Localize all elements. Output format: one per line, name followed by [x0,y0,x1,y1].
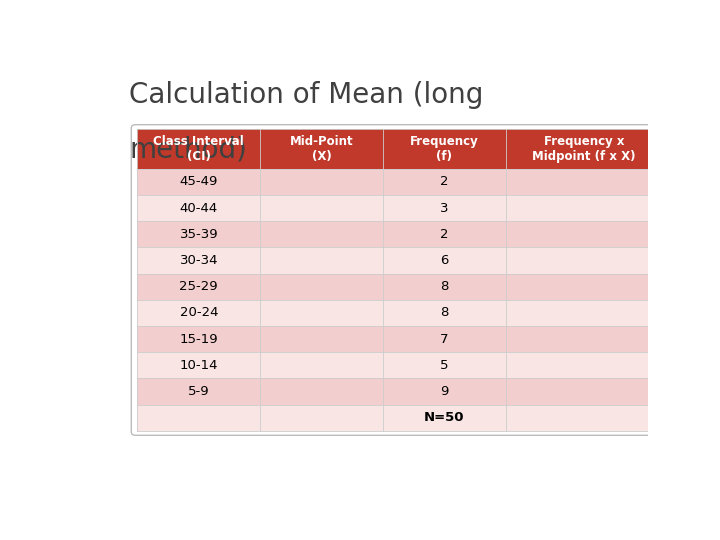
Bar [260,326,383,352]
Text: 15-19: 15-19 [179,333,218,346]
Bar [260,352,383,379]
Bar [260,300,383,326]
Bar [138,300,260,326]
Bar [138,404,260,431]
Bar [138,247,260,274]
Bar [505,221,662,247]
Text: Class Interval
(CI): Class Interval (CI) [153,135,244,163]
Bar [505,274,662,300]
Bar [383,379,505,404]
Text: 8: 8 [440,280,449,293]
Bar [138,129,260,168]
Text: 9: 9 [440,385,449,398]
Bar [383,168,505,195]
Text: Calculation of Mean (long: Calculation of Mean (long [129,82,483,110]
Bar [505,404,662,431]
Text: method): method) [129,136,247,164]
Text: 2: 2 [440,228,449,241]
Bar [505,379,662,404]
Bar [383,195,505,221]
Bar [138,221,260,247]
Bar [138,326,260,352]
Text: 35-39: 35-39 [179,228,218,241]
Text: 20-24: 20-24 [179,306,218,319]
Text: 3: 3 [440,201,449,214]
Bar [260,195,383,221]
Bar [260,247,383,274]
Bar [383,247,505,274]
Bar [260,168,383,195]
Bar [260,274,383,300]
Bar [138,379,260,404]
Bar [505,129,662,168]
Bar [505,247,662,274]
Text: Mid-Point
(X): Mid-Point (X) [289,135,354,163]
Text: 7: 7 [440,333,449,346]
Text: 5-9: 5-9 [188,385,210,398]
Text: 5: 5 [440,359,449,372]
Text: 2: 2 [440,176,449,188]
Bar [505,352,662,379]
Bar [383,404,505,431]
Bar [383,274,505,300]
Bar [260,129,383,168]
Bar [138,352,260,379]
Text: 6: 6 [440,254,449,267]
Text: Frequency x
Midpoint (f x X): Frequency x Midpoint (f x X) [532,135,636,163]
Text: 10-14: 10-14 [179,359,218,372]
Bar [383,352,505,379]
Bar [260,379,383,404]
Bar [383,129,505,168]
Text: 45-49: 45-49 [179,176,218,188]
Bar [383,326,505,352]
Bar [383,300,505,326]
Text: 8: 8 [440,306,449,319]
Text: Frequency
(f): Frequency (f) [410,135,479,163]
Bar [505,195,662,221]
Bar [260,221,383,247]
Bar [505,168,662,195]
Text: N=50: N=50 [424,411,464,424]
Bar [260,404,383,431]
FancyBboxPatch shape [84,60,654,485]
Bar [138,168,260,195]
Bar [505,300,662,326]
Text: 40-44: 40-44 [180,201,218,214]
Text: 25-29: 25-29 [179,280,218,293]
Bar [383,221,505,247]
Bar [138,195,260,221]
Bar [138,274,260,300]
Bar [505,326,662,352]
Text: 30-34: 30-34 [179,254,218,267]
